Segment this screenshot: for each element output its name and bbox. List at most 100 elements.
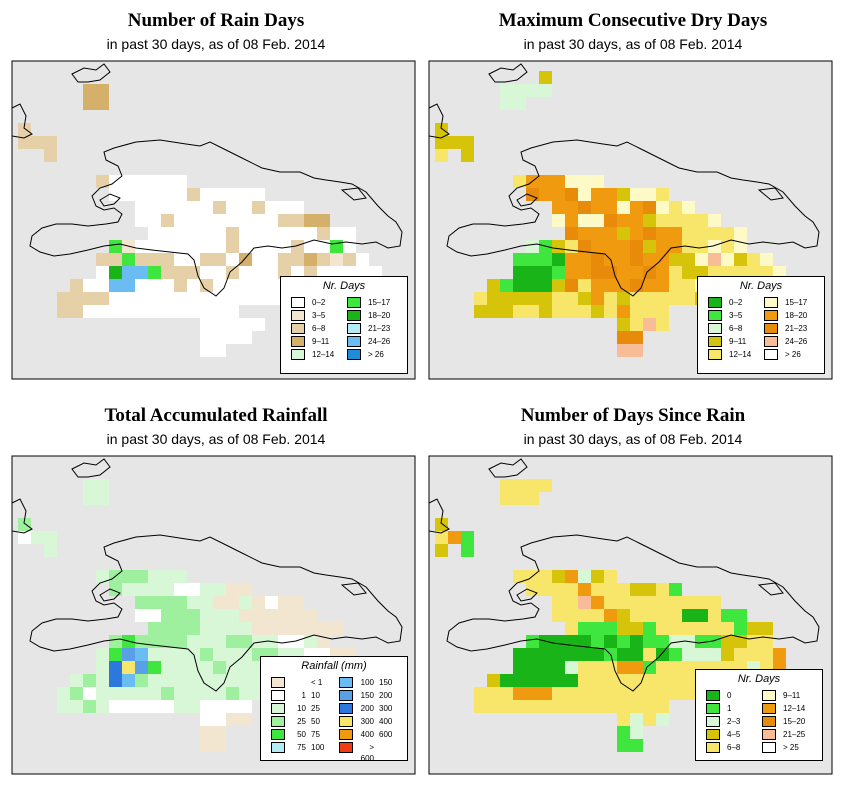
grid-cell [291, 227, 304, 240]
legend-label: 15–20 [783, 717, 806, 726]
grid-cell [526, 635, 539, 648]
grid-cell [617, 739, 630, 752]
grid-cell [278, 609, 291, 622]
grid-cell [500, 674, 513, 687]
grid-cell [148, 266, 161, 279]
grid-cell [200, 583, 213, 596]
grid-cell [669, 622, 682, 635]
grid-cell [161, 596, 174, 609]
legend-range-low: 25 [297, 717, 306, 726]
grid-cell [565, 570, 578, 583]
legend-swatch [339, 690, 353, 701]
grid-cell [656, 687, 669, 700]
grid-cell [695, 227, 708, 240]
grid-cell [291, 201, 304, 214]
grid-cell [643, 674, 656, 687]
grid-cell [617, 318, 630, 331]
grid-cell [669, 266, 682, 279]
legend-item: 15–20 [762, 716, 814, 727]
coastline [340, 582, 367, 596]
grid-cell [135, 279, 148, 292]
grid-cell [721, 648, 734, 661]
grid-cell [565, 188, 578, 201]
grid-cell [565, 201, 578, 214]
grid-cell [148, 253, 161, 266]
legend-range-high: 75 [311, 730, 320, 739]
grid-cell [656, 674, 669, 687]
grid-cell [669, 648, 682, 661]
grid-cell [226, 661, 239, 674]
grid-cell [682, 648, 695, 661]
grid-cell [669, 253, 682, 266]
legend-range-low: 100 [360, 678, 374, 687]
grid-cell [734, 266, 747, 279]
grid-cell [161, 253, 174, 266]
grid-cell [291, 240, 304, 253]
grid-cell [487, 292, 500, 305]
grid-cell [83, 687, 96, 700]
grid-cell [578, 266, 591, 279]
grid-cell [552, 661, 565, 674]
grid-cell [200, 253, 213, 266]
legend-label: 21–25 [783, 730, 806, 739]
legend-label: 24–26 [368, 337, 391, 346]
grid-cell [135, 661, 148, 674]
grid-cell [161, 175, 174, 188]
grid-cell [252, 622, 265, 635]
grid-cell [148, 687, 161, 700]
grid-cell [226, 292, 239, 305]
coastline [29, 139, 403, 297]
grid-cell [526, 305, 539, 318]
grid-cell [552, 648, 565, 661]
legend-swatch [762, 742, 776, 753]
panel-subtitle: in past 30 days, as of 08 Feb. 2014 [523, 431, 743, 447]
grid-cell [252, 266, 265, 279]
grid-cell [513, 687, 526, 700]
legend-label: > 26 [785, 350, 801, 359]
grid-cell [265, 609, 278, 622]
grid-cell [18, 531, 31, 544]
grid-cell [604, 622, 617, 635]
grid-cell [265, 253, 278, 266]
grid-cell [552, 266, 565, 279]
grid-cell [552, 583, 565, 596]
grid-cell [643, 648, 656, 661]
grid-cell [83, 97, 96, 110]
grid-cell [135, 596, 148, 609]
grid-cell [239, 253, 252, 266]
grid-cell [565, 648, 578, 661]
grid-cell [604, 214, 617, 227]
grid-cell [226, 635, 239, 648]
legend-swatch [271, 729, 285, 740]
grid-cell [708, 609, 721, 622]
legend-range-high: 300 [379, 704, 393, 713]
grid-cell [682, 292, 695, 305]
grid-cell [578, 240, 591, 253]
legend-label: 6–8 [727, 743, 741, 752]
grid-cell [135, 609, 148, 622]
grid-cell [226, 622, 239, 635]
grid-cell [630, 188, 643, 201]
legend-item: 9–11 [762, 690, 814, 701]
legend-label: 15–17 [785, 298, 808, 307]
grid-cell [109, 635, 122, 648]
grid-cell [239, 596, 252, 609]
coastline [488, 63, 528, 83]
grid-cell [630, 583, 643, 596]
legend-label: 2–3 [727, 717, 741, 726]
grid-cell [369, 266, 382, 279]
grid-cell [617, 201, 630, 214]
grid-cell [721, 240, 734, 253]
legend-item: 21–25 [762, 729, 814, 740]
grid-cell [252, 609, 265, 622]
legend-label: 12–14 [312, 350, 335, 359]
grid-cell [526, 700, 539, 713]
grid-cell [18, 518, 31, 531]
legend-item: 6–8 [706, 742, 758, 753]
grid-cell [747, 648, 760, 661]
grid-cell [187, 635, 200, 648]
grid-cell [239, 648, 252, 661]
grid-cell [135, 635, 148, 648]
grid-cell [291, 266, 304, 279]
legend-dry-days: Nr. Days 0–2 3–5 6–8 9–11 12–14 15–17 18–20 21–… [697, 276, 825, 374]
